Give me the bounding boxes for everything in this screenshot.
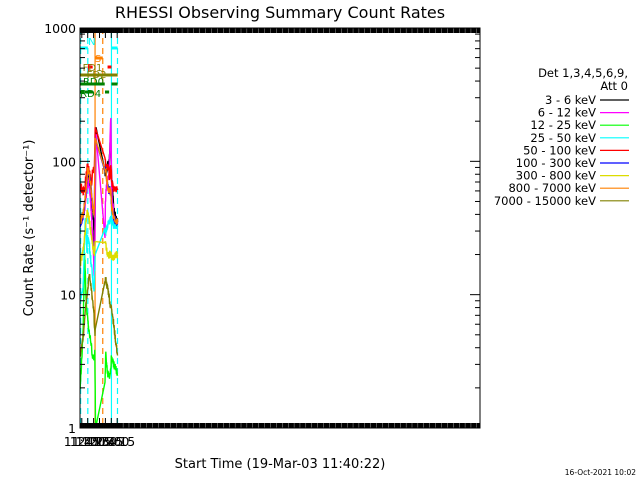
flag-label-fd2: FD2 (87, 70, 107, 81)
legend-label-4: 50 - 100 keV (523, 143, 596, 157)
flag-label-rd0: RD0 (83, 77, 104, 88)
legend-header-line1: Det 1,3,4,5,6,9, (538, 66, 628, 80)
y-tick-label-1: 10 (60, 288, 76, 303)
legend-label-0: 3 - 6 keV (545, 93, 596, 107)
series-line-7-0 (79, 137, 119, 225)
x-tick-label-0: 11:45 (64, 434, 100, 449)
x-tick-label-3: 12:30 (81, 434, 117, 449)
y-axis-label: Count Rate (s⁻¹ detector⁻¹) (22, 140, 37, 317)
x-tick-label-5: 13:00 (93, 434, 129, 449)
flag-label-f: F (87, 63, 93, 74)
x-tick-label-4: 12:45 (87, 434, 123, 449)
series-line-8-0 (79, 273, 119, 357)
legend-label-3: 25 - 50 keV (530, 131, 596, 145)
flag-label-s: S (95, 54, 101, 65)
legend-label-5: 100 - 300 keV (516, 156, 596, 170)
series-line-6-0 (79, 209, 119, 266)
legend-label-6: 300 - 800 keV (516, 169, 596, 183)
timestamp: 16-Oct-2021 10:02 (565, 468, 636, 477)
x-tick-label-6: 13:15 (99, 434, 135, 449)
chart-title: RHESSI Observing Summary Count Rates (115, 3, 445, 22)
y-tick-label-2: 100 (52, 154, 76, 169)
legend-header-line2: Att 0 (600, 79, 628, 93)
legend-label-2: 12 - 25 keV (530, 118, 596, 132)
series-line-4-0 (79, 127, 119, 196)
legend-label-8: 7000 - 15000 keV (494, 194, 596, 208)
series-lines (79, 117, 119, 429)
flag-label-fd1: FD1 (83, 63, 103, 74)
series-line-2-0 (79, 252, 119, 429)
x-tick-label-1: 12:00 (70, 434, 106, 449)
plot-frame (79, 27, 481, 429)
flag-label-n: N (88, 37, 95, 48)
legend-label-1: 6 - 12 keV (538, 106, 596, 120)
flag-label-rd4: RD4 (80, 89, 101, 100)
x-axis-label: Start Time (19-Mar-03 11:40:22) (175, 457, 386, 472)
y-tick-label-3: 1000 (44, 21, 76, 36)
x-tick-label-2: 12:15 (76, 434, 112, 449)
legend-label-7: 800 - 7000 keV (508, 181, 596, 195)
y-tick-label-0: 1 (68, 421, 76, 436)
